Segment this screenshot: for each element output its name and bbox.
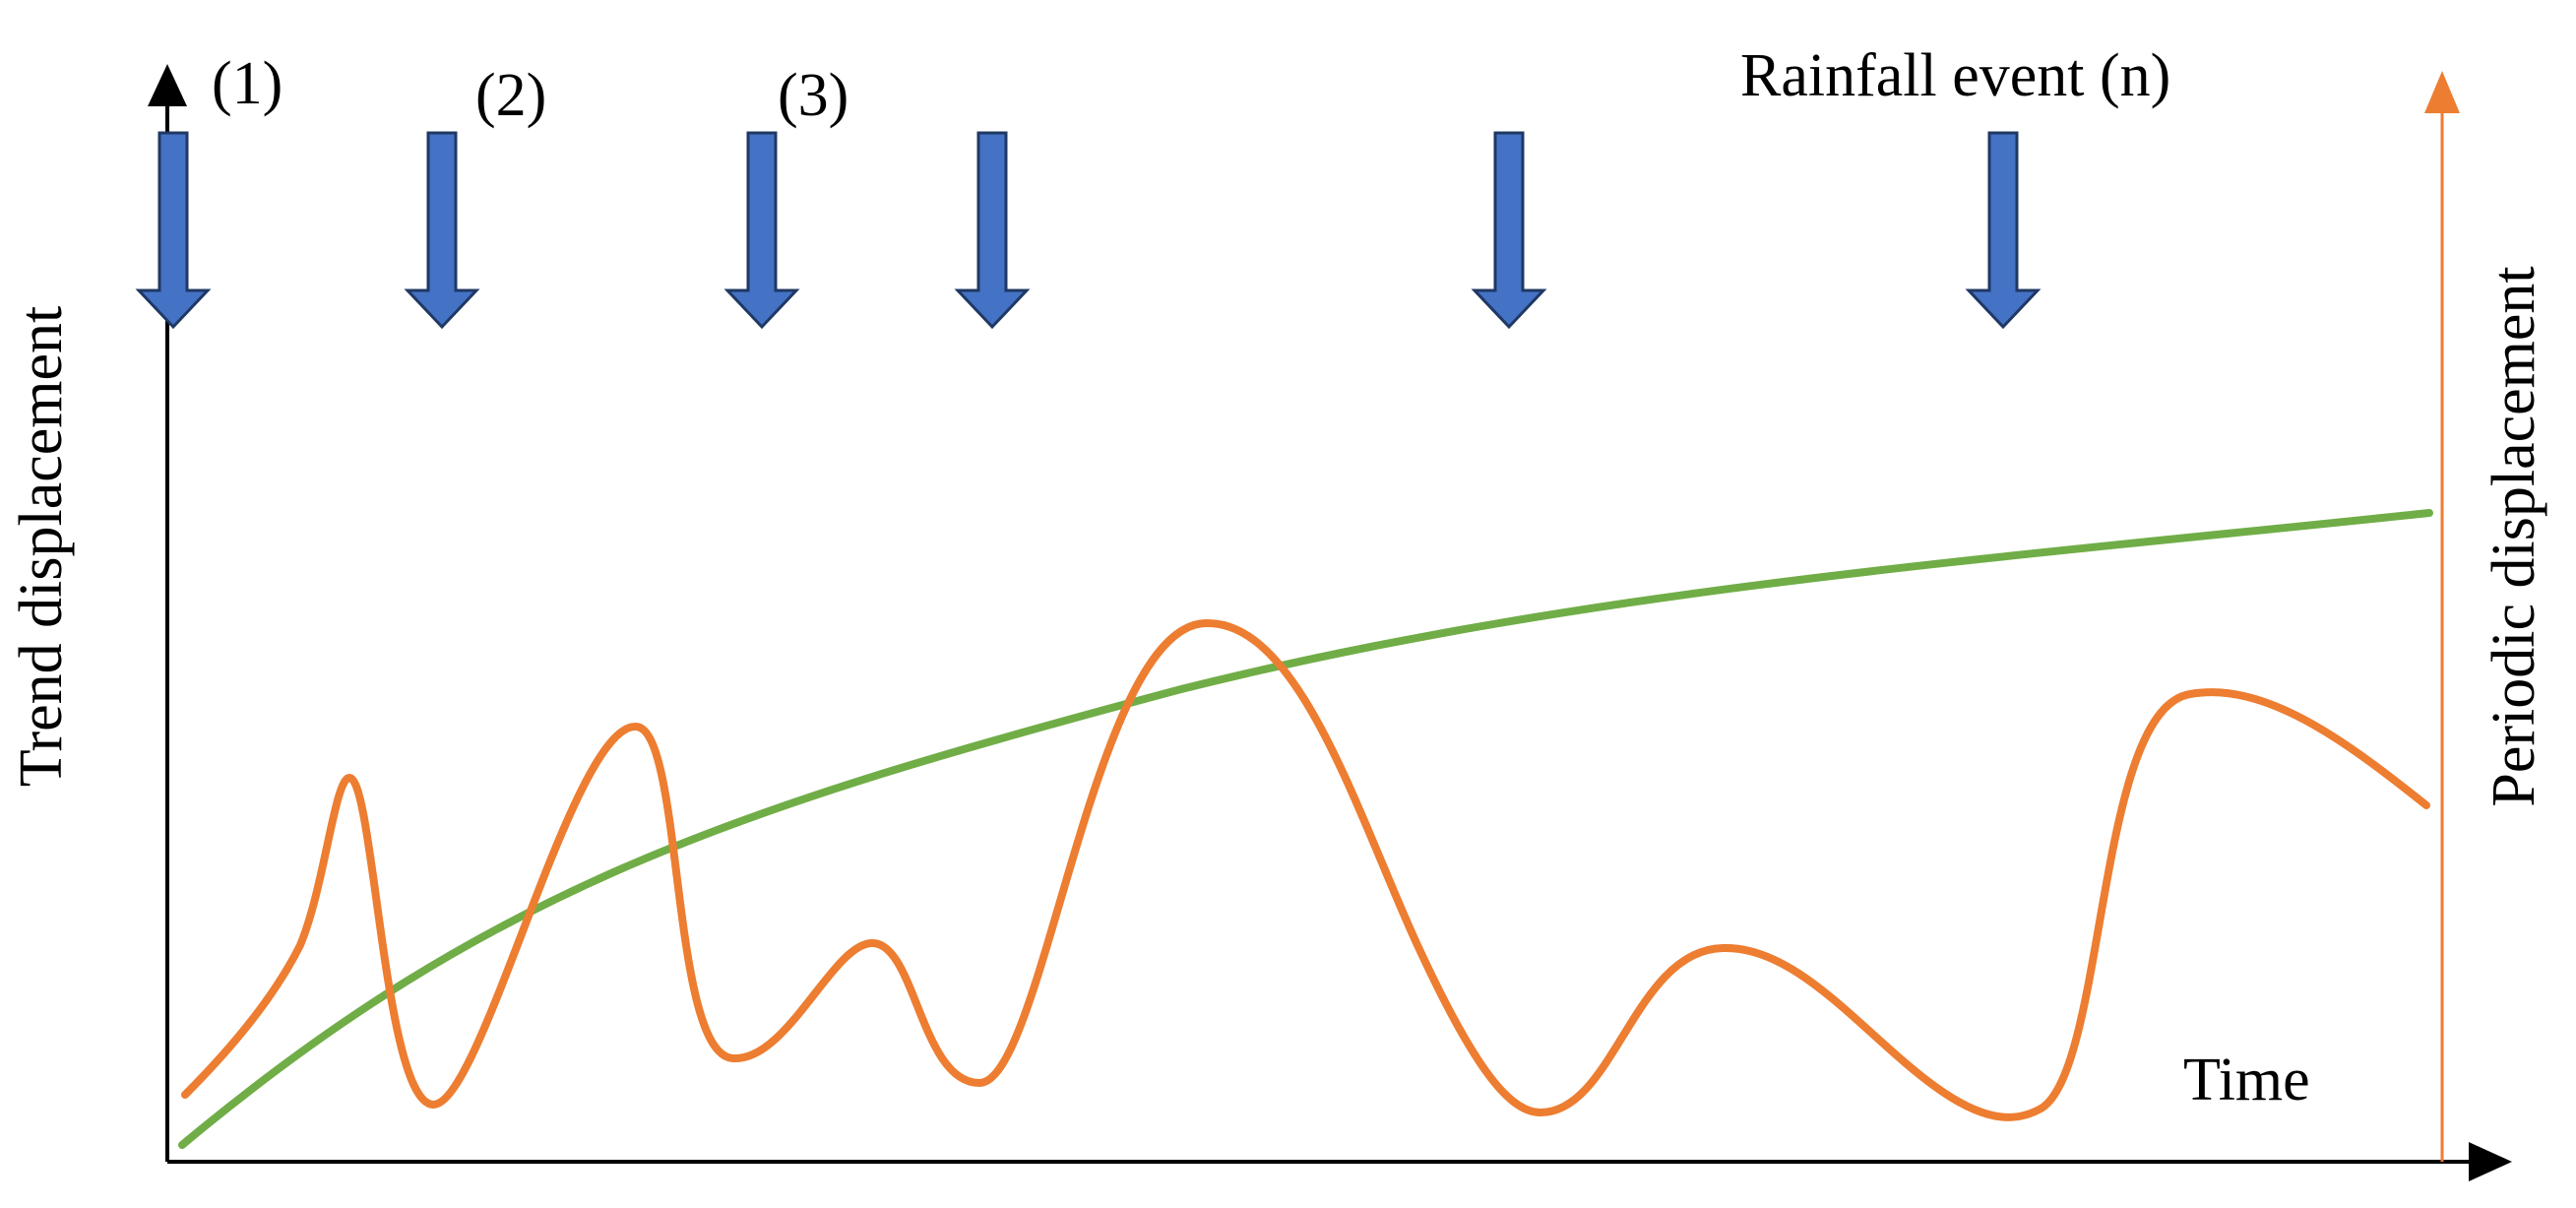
rainfall-arrow bbox=[954, 131, 1031, 330]
event-label-n: Rainfall event (n) bbox=[1740, 42, 2170, 109]
event-label-1: (1) bbox=[212, 50, 283, 117]
event-label-2: (2) bbox=[475, 62, 546, 129]
right-axis-arrowhead bbox=[2424, 71, 2460, 113]
rainfall-arrow bbox=[723, 131, 800, 330]
rainfall-arrow bbox=[1471, 131, 1547, 330]
rainfall-arrows bbox=[135, 131, 2042, 330]
rainfall-arrow bbox=[135, 131, 212, 330]
rainfall-arrow bbox=[1965, 131, 2042, 330]
event-label-3: (3) bbox=[778, 62, 848, 129]
time-axis bbox=[167, 1142, 2512, 1181]
rainfall-arrow bbox=[404, 131, 480, 330]
time-axis-label: Time bbox=[2183, 1047, 2310, 1113]
time-axis-arrowhead bbox=[2469, 1142, 2512, 1181]
trend-displacement-curve bbox=[178, 509, 2433, 1149]
right-axis bbox=[2424, 71, 2460, 1162]
right-axis-label: Periodic displacement bbox=[2481, 266, 2547, 806]
periodic-displacement-curve bbox=[181, 618, 2430, 1121]
left-axis-arrowhead bbox=[148, 64, 187, 106]
left-axis-label: Trend displacement bbox=[8, 306, 75, 787]
